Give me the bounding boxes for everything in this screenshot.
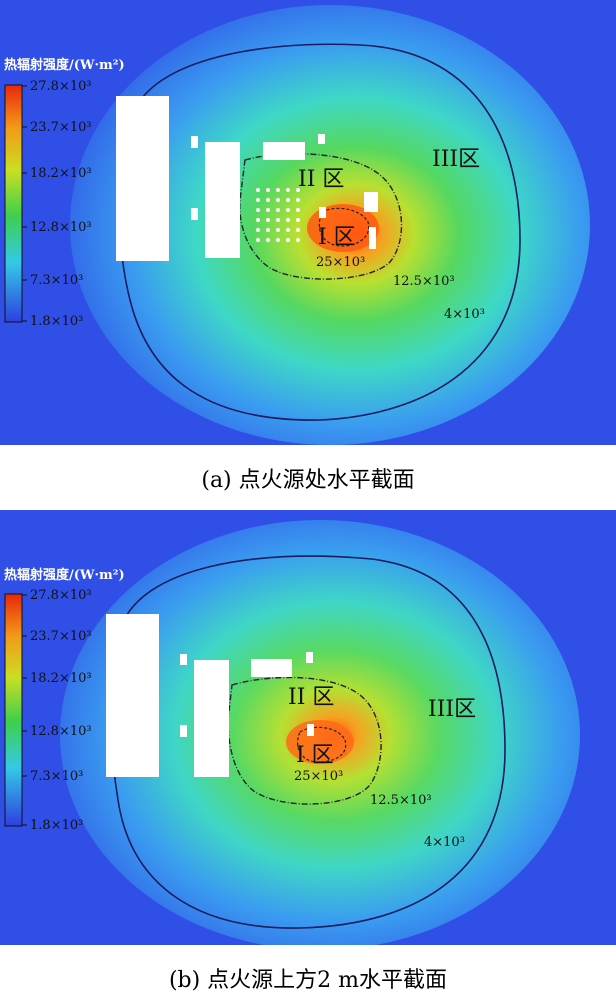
building-small bbox=[263, 142, 305, 160]
legend-title: 热辐射强度/(W·m²) bbox=[4, 57, 125, 73]
legend-tick: 1.8×10³ bbox=[30, 314, 83, 329]
zone-3-label: III区 bbox=[428, 697, 476, 722]
equipment bbox=[319, 207, 326, 218]
legend-tick: 18.2×10³ bbox=[30, 671, 92, 686]
legend-ticks: 27.8×10³ 23.7×10³ 18.2×10³ 12.8×10³ 7.3×… bbox=[22, 588, 92, 833]
marker bbox=[180, 654, 187, 665]
contour-label-4e3: 4×10³ bbox=[424, 835, 465, 850]
legend-tick: 23.7×10³ bbox=[30, 629, 92, 644]
zone-2-label: II 区 bbox=[288, 685, 334, 710]
equipment bbox=[369, 227, 376, 249]
contour-label-4e3: 4×10³ bbox=[444, 307, 485, 322]
zone-1-label: I 区 bbox=[296, 743, 334, 768]
contour-12.5e3 bbox=[227, 676, 382, 805]
contour-12.5e3 bbox=[239, 153, 403, 280]
marker bbox=[191, 136, 198, 148]
colorbar bbox=[4, 593, 23, 827]
contour-4e3 bbox=[119, 43, 521, 421]
contour-label-25e3: 25×10³ bbox=[316, 255, 365, 270]
contour-label-12.5e3: 12.5×10³ bbox=[393, 274, 455, 289]
marker bbox=[318, 134, 325, 144]
legend-tick: 18.2×10³ bbox=[30, 166, 92, 181]
marker bbox=[306, 652, 313, 663]
building-small bbox=[251, 659, 292, 677]
legend-tick: 1.8×10³ bbox=[30, 818, 83, 833]
zone-2-label: II 区 bbox=[298, 167, 344, 192]
building-medium bbox=[205, 142, 240, 258]
panel-b: II 区 I 区 III区 25×10³ 12.5×10³ 4×10³ 热辐射强… bbox=[0, 510, 616, 1000]
building-large bbox=[116, 96, 169, 261]
zone-3-label: III区 bbox=[432, 147, 480, 172]
building-large bbox=[106, 614, 159, 777]
caption-a: (a) 点火源处水平截面 bbox=[201, 468, 415, 493]
legend-tick: 7.3×10³ bbox=[30, 769, 83, 784]
building-medium bbox=[194, 660, 229, 777]
contour-label-25e3: 25×10³ bbox=[294, 769, 343, 784]
contour-25e3 bbox=[297, 726, 347, 763]
legend-tick: 12.8×10³ bbox=[30, 724, 92, 739]
heatmap-a: II 区 I 区 III区 25×10³ 12.5×10³ 4×10³ 热辐射强… bbox=[0, 0, 616, 445]
equipment bbox=[307, 724, 314, 736]
contour-4e3 bbox=[110, 555, 506, 929]
legend-tick: 27.8×10³ bbox=[30, 588, 92, 603]
panel-a: II 区 I 区 III区 25×10³ 12.5×10³ 4×10³ 热辐射强… bbox=[0, 0, 616, 493]
marker bbox=[191, 208, 198, 220]
contour-25e3 bbox=[318, 207, 370, 247]
legend-title: 热辐射强度/(W·m²) bbox=[4, 567, 125, 583]
legend-ticks: 27.8×10³ 23.7×10³ 18.2×10³ 12.8×10³ 7.3×… bbox=[22, 79, 92, 329]
hot-core bbox=[286, 720, 354, 764]
caption-b: (b) 点火源上方2 m水平截面 bbox=[168, 968, 448, 993]
marker bbox=[180, 725, 187, 737]
heatmap-b: II 区 I 区 III区 25×10³ 12.5×10³ 4×10³ 热辐射强… bbox=[0, 510, 616, 945]
legend-tick: 7.3×10³ bbox=[30, 273, 83, 288]
contour-label-12.5e3: 12.5×10³ bbox=[370, 793, 432, 808]
zone-1-label: I 区 bbox=[318, 225, 356, 250]
dot-array bbox=[256, 188, 300, 242]
equipment bbox=[364, 192, 378, 212]
legend-tick: 27.8×10³ bbox=[30, 79, 92, 94]
legend-tick: 12.8×10³ bbox=[30, 220, 92, 235]
legend-tick: 23.7×10³ bbox=[30, 120, 92, 135]
colorbar bbox=[4, 84, 23, 323]
